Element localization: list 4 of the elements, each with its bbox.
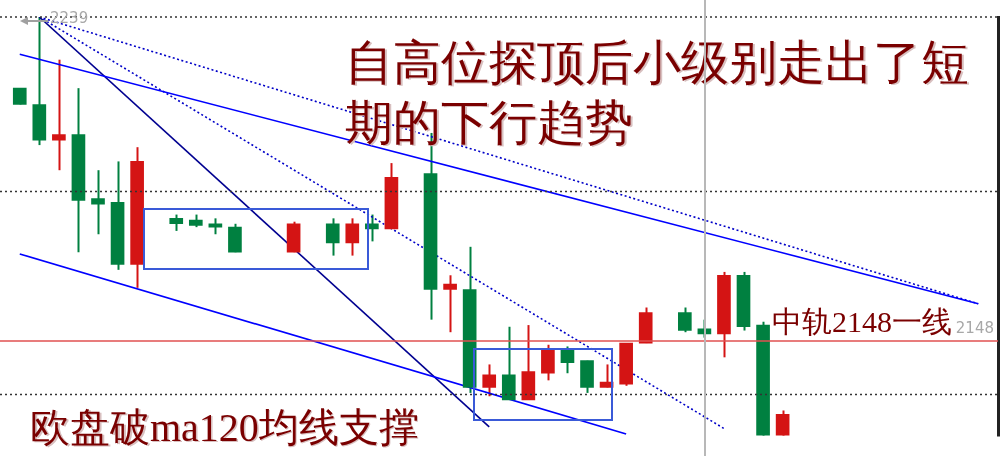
annotation: 欧盘破ma120均线支撑 — [30, 404, 419, 450]
ref-line-label: 中轨2148一线 — [772, 304, 952, 338]
annotation: 2239 — [50, 8, 89, 27]
annotation: 2148 — [955, 318, 994, 337]
